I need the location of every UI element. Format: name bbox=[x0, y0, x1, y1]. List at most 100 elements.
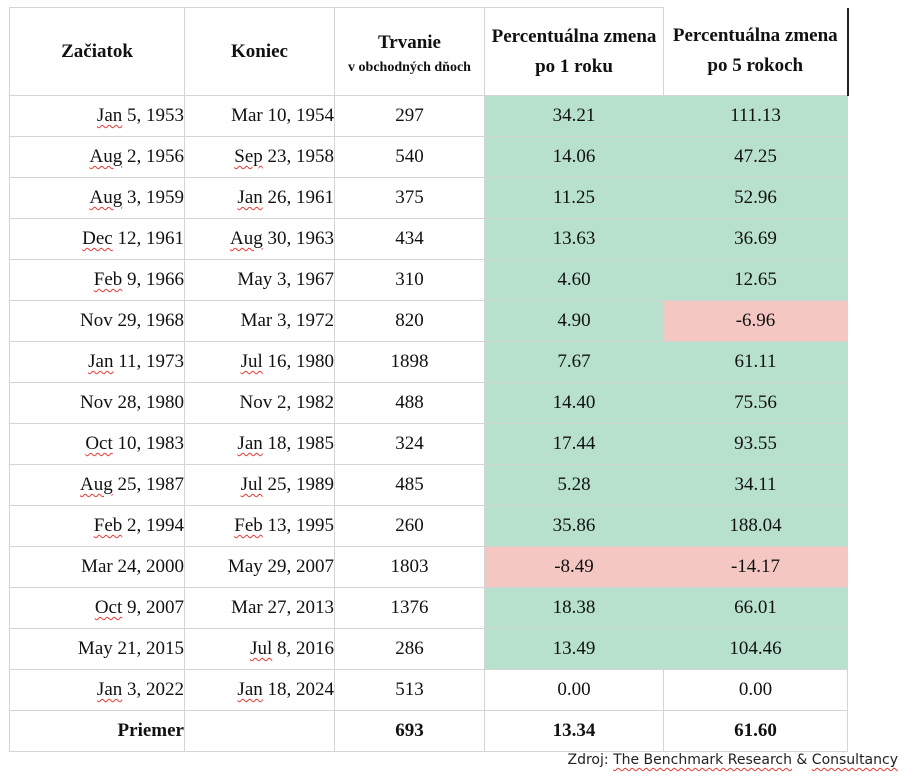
start-date: Dec 12, 1961 bbox=[9, 218, 185, 260]
end-date: Jul 8, 2016 bbox=[184, 628, 335, 670]
duration-cell: 434 bbox=[334, 218, 485, 260]
duration-cell: 1376 bbox=[334, 587, 485, 629]
end-date: Mar 10, 1954 bbox=[184, 95, 335, 137]
source-name-end: Consultancy bbox=[811, 752, 898, 768]
source-prefix: Zdroj: bbox=[567, 752, 614, 768]
change-5y-cell: 12.65 bbox=[663, 259, 848, 301]
average-change-1y: 13.34 bbox=[484, 710, 664, 752]
change-1y-cell: 4.90 bbox=[484, 300, 664, 342]
change-1y-cell: 14.06 bbox=[484, 136, 664, 178]
header-change-5y: Percentuálna zmena po 5 rokoch bbox=[663, 7, 849, 96]
average-duration: 693 bbox=[334, 710, 485, 752]
header-change-1y-line1: Percentuálna zmena bbox=[491, 25, 657, 47]
end-date: Sep 23, 1958 bbox=[184, 136, 335, 178]
duration-cell: 513 bbox=[334, 669, 485, 711]
table-row: Aug 25, 1987 Jul 25, 1989 485 5.28 34.11 bbox=[9, 464, 848, 506]
duration-cell: 260 bbox=[334, 505, 485, 547]
source-note: Zdroj: The Benchmark Research & Consulta… bbox=[568, 752, 899, 768]
header-start: Začiatok bbox=[9, 7, 185, 96]
table-row: Oct 9, 2007 Mar 27, 2013 1376 18.38 66.01 bbox=[9, 587, 848, 629]
header-change-1y-line2: po 1 roku bbox=[535, 55, 613, 77]
duration-cell: 375 bbox=[334, 177, 485, 219]
start-date: Jan 5, 1953 bbox=[9, 95, 185, 137]
change-5y-cell: 34.11 bbox=[663, 464, 848, 506]
end-date: Jul 16, 1980 bbox=[184, 341, 335, 383]
start-date: Aug 2, 1956 bbox=[9, 136, 185, 178]
table-row: Nov 28, 1980 Nov 2, 1982 488 14.40 75.56 bbox=[9, 382, 848, 424]
change-1y-cell: 17.44 bbox=[484, 423, 664, 465]
duration-cell: 1803 bbox=[334, 546, 485, 588]
table-row: Dec 12, 1961 Aug 30, 1963 434 13.63 36.69 bbox=[9, 218, 848, 260]
end-date: Jan 18, 1985 bbox=[184, 423, 335, 465]
table-row: Mar 24, 2000 May 29, 2007 1803 -8.49 -14.17 bbox=[9, 546, 848, 588]
recession-table: Začiatok Koniec Trvanie v obchodných dňo… bbox=[9, 7, 849, 752]
duration-cell: 286 bbox=[334, 628, 485, 670]
change-1y-cell: 13.63 bbox=[484, 218, 664, 260]
start-date: Jan 3, 2022 bbox=[9, 669, 185, 711]
header-change-5y-line1: Percentuálna zmena bbox=[672, 25, 838, 47]
duration-cell: 485 bbox=[334, 464, 485, 506]
end-date: Nov 2, 1982 bbox=[184, 382, 335, 424]
start-date: Oct 10, 1983 bbox=[9, 423, 185, 465]
average-empty-cell bbox=[184, 710, 335, 752]
start-date: Oct 9, 2007 bbox=[9, 587, 185, 629]
table-row: May 21, 2015 Jul 8, 2016 286 13.49 104.46 bbox=[9, 628, 848, 670]
start-date: May 21, 2015 bbox=[9, 628, 185, 670]
end-date: Jul 25, 1989 bbox=[184, 464, 335, 506]
table-row: Jan 11, 1973 Jul 16, 1980 1898 7.67 61.11 bbox=[9, 341, 848, 383]
start-date: Aug 3, 1959 bbox=[9, 177, 185, 219]
change-5y-cell: 111.13 bbox=[663, 95, 848, 137]
change-1y-cell: 4.60 bbox=[484, 259, 664, 301]
table-row: Aug 3, 1959 Jan 26, 1961 375 11.25 52.96 bbox=[9, 177, 848, 219]
duration-cell: 324 bbox=[334, 423, 485, 465]
change-1y-cell: 34.21 bbox=[484, 95, 664, 137]
duration-cell: 310 bbox=[334, 259, 485, 301]
change-5y-cell: 0.00 bbox=[663, 669, 848, 711]
header-duration: Trvanie v obchodných dňoch bbox=[334, 7, 485, 96]
end-date: Mar 27, 2013 bbox=[184, 587, 335, 629]
change-5y-cell: 66.01 bbox=[663, 587, 848, 629]
duration-cell: 820 bbox=[334, 300, 485, 342]
start-date: Mar 24, 2000 bbox=[9, 546, 185, 588]
end-date: Aug 30, 1963 bbox=[184, 218, 335, 260]
change-1y-cell: 7.67 bbox=[484, 341, 664, 383]
average-row: Priemer 693 13.34 61.60 bbox=[9, 710, 848, 752]
change-1y-cell: 13.49 bbox=[484, 628, 664, 670]
duration-cell: 488 bbox=[334, 382, 485, 424]
end-date: May 29, 2007 bbox=[184, 546, 335, 588]
change-1y-cell: 35.86 bbox=[484, 505, 664, 547]
end-date: Mar 3, 1972 bbox=[184, 300, 335, 342]
header-duration-title: Trvanie bbox=[378, 31, 441, 53]
change-5y-cell: 75.56 bbox=[663, 382, 848, 424]
change-5y-cell: 104.46 bbox=[663, 628, 848, 670]
change-1y-cell: 5.28 bbox=[484, 464, 664, 506]
duration-cell: 540 bbox=[334, 136, 485, 178]
table-row: Nov 29, 1968 Mar 3, 1972 820 4.90 -6.96 bbox=[9, 300, 848, 342]
table-row: Jan 3, 2022 Jan 18, 2024 513 0.00 0.00 bbox=[9, 669, 848, 711]
start-date: Jan 11, 1973 bbox=[9, 341, 185, 383]
change-5y-cell: -6.96 bbox=[663, 300, 848, 342]
source-name: The Benchmark Research bbox=[613, 752, 792, 768]
start-date: Nov 28, 1980 bbox=[9, 382, 185, 424]
start-date: Feb 9, 1966 bbox=[9, 259, 185, 301]
header-duration-subtitle: v obchodných dňoch bbox=[348, 59, 471, 75]
source-ampersand: & bbox=[791, 752, 812, 768]
header-change-5y-line2: po 5 rokoch bbox=[707, 55, 804, 77]
header-change-1y: Percentuálna zmena po 1 roku bbox=[484, 7, 664, 96]
change-1y-cell: 14.40 bbox=[484, 382, 664, 424]
change-5y-cell: 61.11 bbox=[663, 341, 848, 383]
change-1y-cell: 0.00 bbox=[484, 669, 664, 711]
table-row: Aug 2, 1956 Sep 23, 1958 540 14.06 47.25 bbox=[9, 136, 848, 178]
change-1y-cell: 18.38 bbox=[484, 587, 664, 629]
start-date: Feb 2, 1994 bbox=[9, 505, 185, 547]
end-date: May 3, 1967 bbox=[184, 259, 335, 301]
change-5y-cell: 36.69 bbox=[663, 218, 848, 260]
table-row: Feb 9, 1966 May 3, 1967 310 4.60 12.65 bbox=[9, 259, 848, 301]
start-date: Aug 25, 1987 bbox=[9, 464, 185, 506]
change-5y-cell: 93.55 bbox=[663, 423, 848, 465]
duration-cell: 297 bbox=[334, 95, 485, 137]
change-5y-cell: 47.25 bbox=[663, 136, 848, 178]
change-5y-cell: 188.04 bbox=[663, 505, 848, 547]
table-row: Jan 5, 1953 Mar 10, 1954 297 34.21 111.13 bbox=[9, 95, 848, 137]
end-date: Feb 13, 1995 bbox=[184, 505, 335, 547]
